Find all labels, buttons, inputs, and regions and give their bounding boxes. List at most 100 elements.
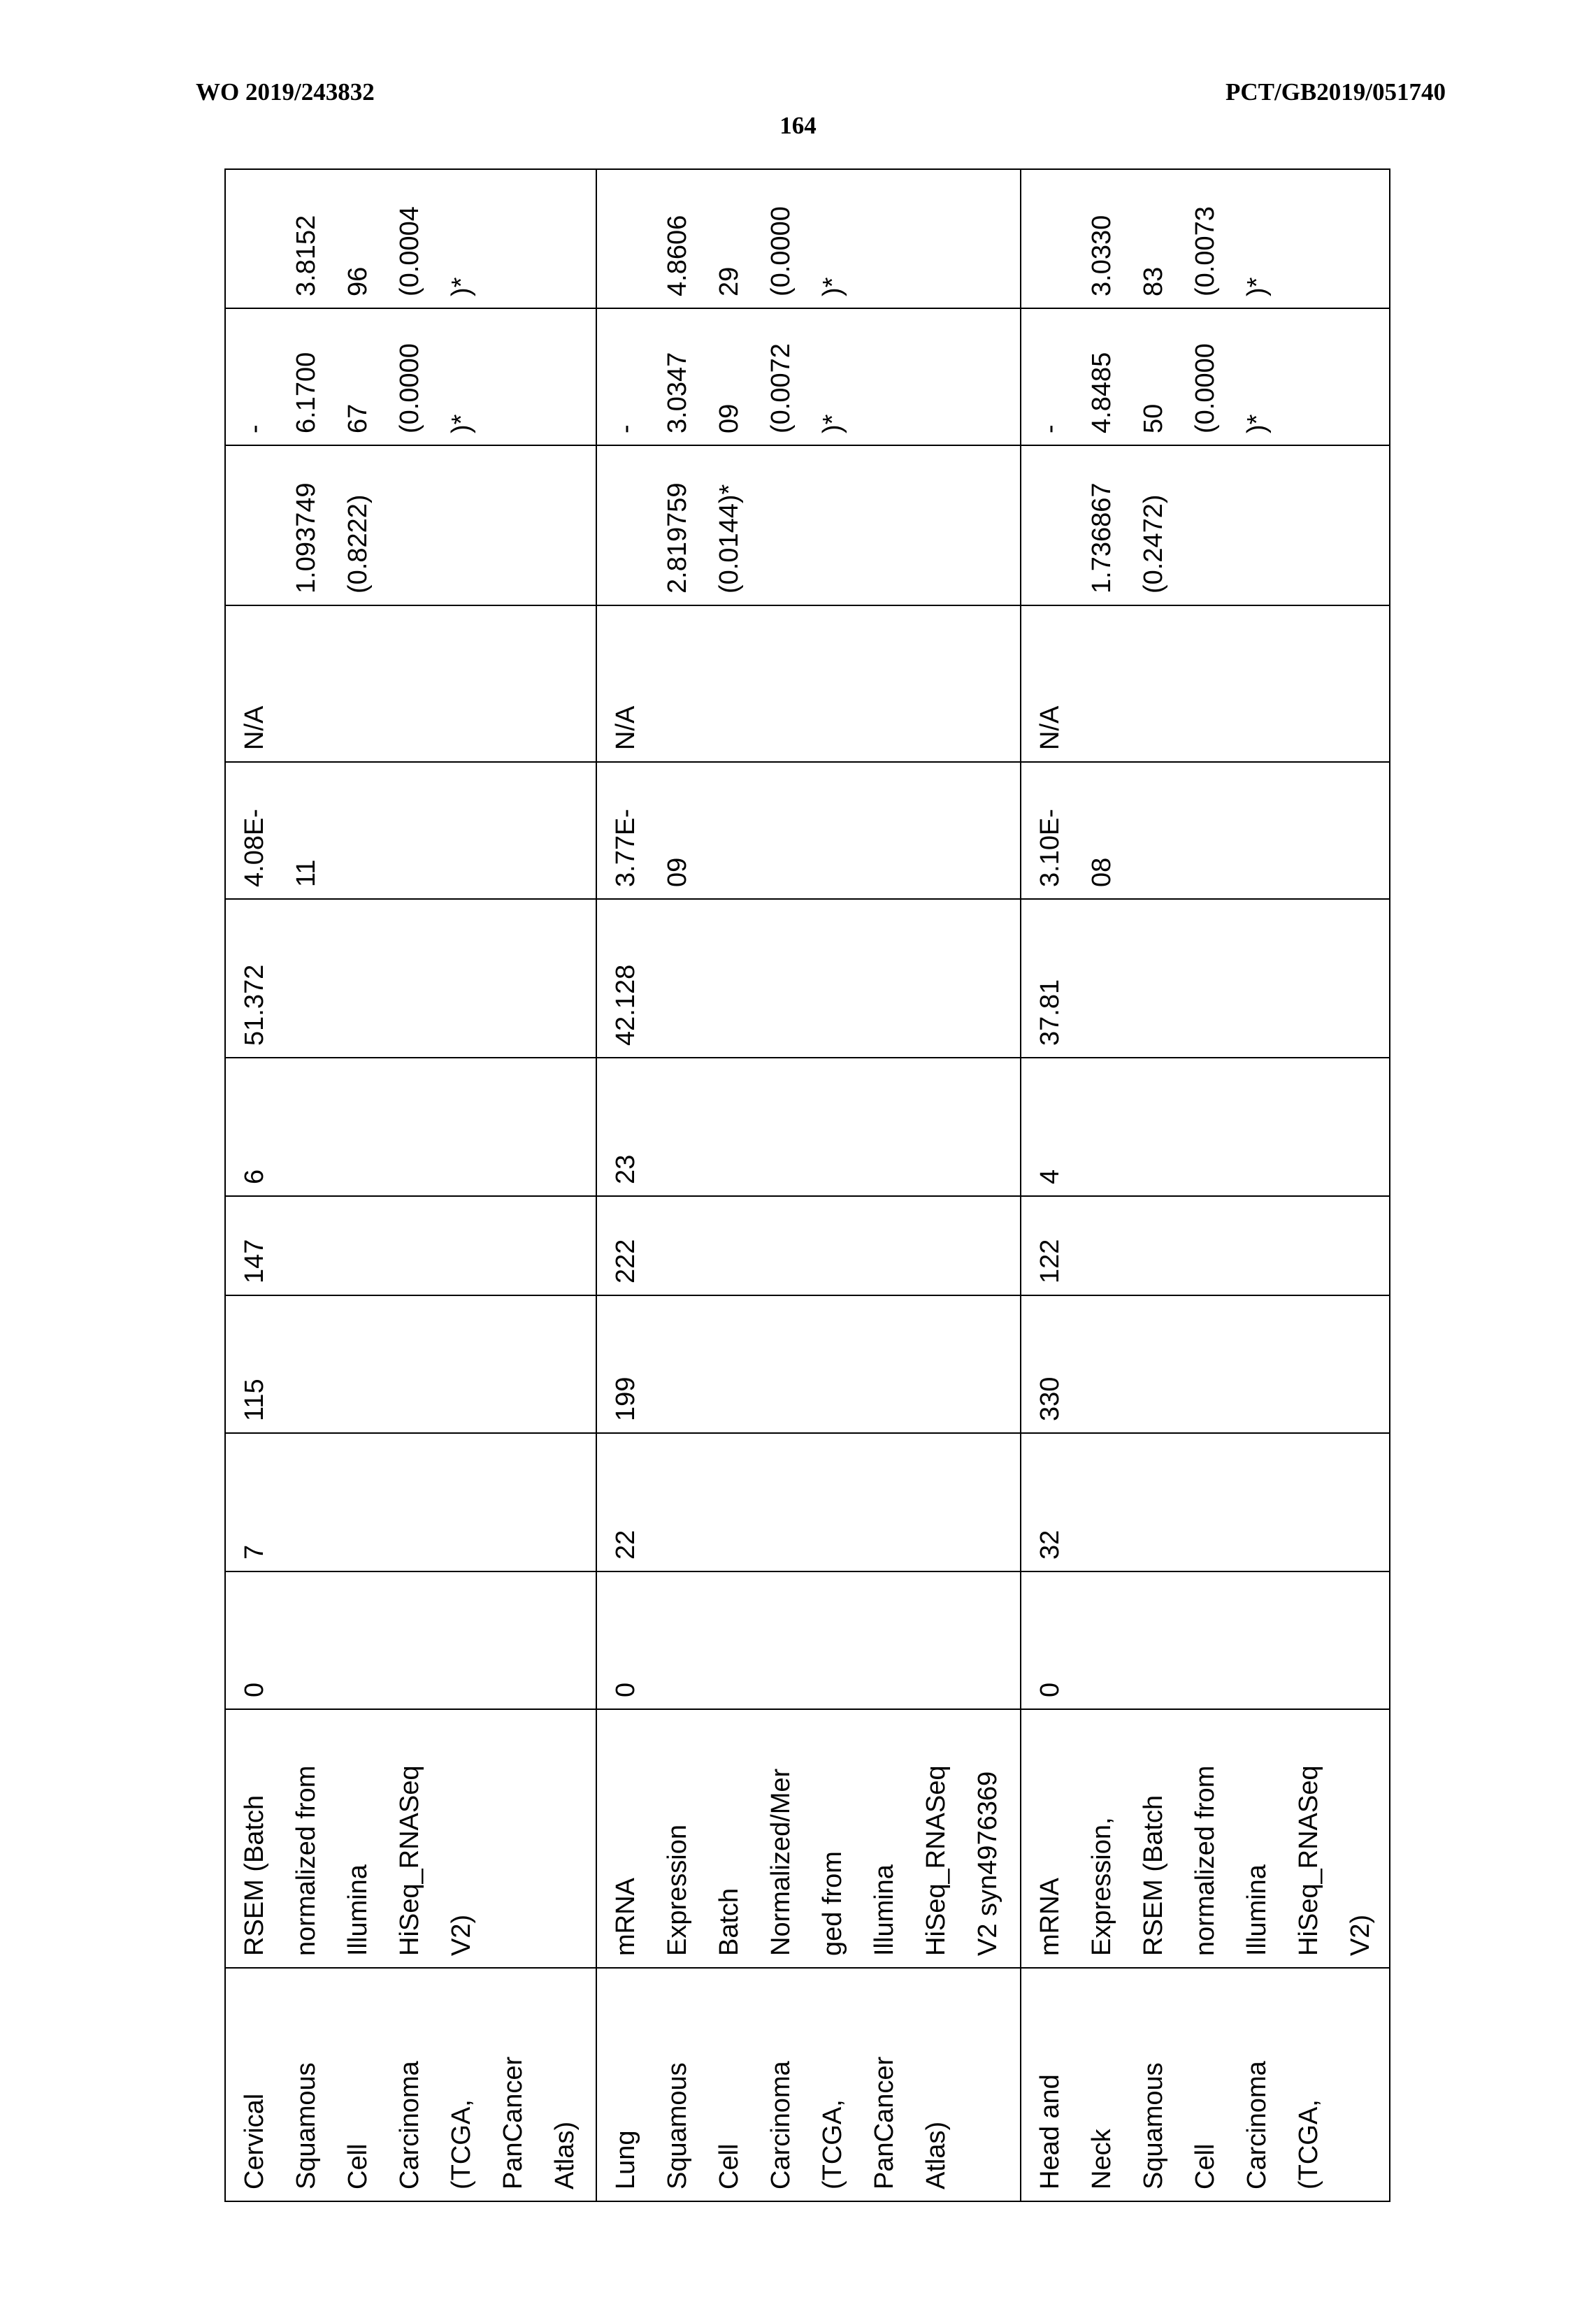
- table-cell: mRNAExpression,RSEM (Batchnormalized fro…: [1021, 1709, 1390, 1968]
- table-cell: 199: [596, 1295, 1021, 1433]
- table-cell: -3.034709(0.0072)*: [596, 308, 1021, 445]
- rotated-table-container: CervicalSquamousCellCarcinoma(TCGA,PanCa…: [224, 170, 1389, 2202]
- cell-line: Normalized/Mer: [755, 1721, 807, 1956]
- cell-line: 29: [703, 181, 755, 296]
- cell-line: N/A: [600, 617, 652, 750]
- cell-line: V2 syn4976369: [962, 1721, 1014, 1956]
- cell-line: 42.128: [600, 911, 652, 1046]
- publication-number: WO 2019/243832: [196, 78, 375, 106]
- cell-line: 23: [600, 1070, 652, 1184]
- cell-line: HiSeq_RNASeq: [1283, 1721, 1335, 1956]
- cell-line: 122: [1024, 1208, 1076, 1283]
- table-cell: mRNAExpressionBatchNormalized/Merged fro…: [596, 1709, 1021, 1968]
- cell-line: 3.10E-: [1024, 774, 1076, 887]
- cell-line: Squamous: [652, 1980, 703, 2189]
- cell-line: Cell: [1179, 1980, 1231, 2189]
- cell-line: RSEM (Batch: [1128, 1721, 1179, 1956]
- table-cell: CervicalSquamousCellCarcinoma(TCGA,PanCa…: [225, 1968, 596, 2201]
- table-cell: 32: [1021, 1433, 1390, 1571]
- table-cell: -6.170067(0.0000)*: [225, 308, 596, 445]
- cell-line: 37.81: [1024, 911, 1076, 1046]
- cell-line: normalized from: [1179, 1721, 1231, 1956]
- table-row: LungSquamousCellCarcinoma(TCGA,PanCancer…: [596, 169, 1021, 2201]
- cell-line: (TCGA,: [436, 1980, 487, 2189]
- cell-line: (0.0000: [755, 181, 807, 296]
- cell-line: Carcinoma: [384, 1980, 436, 2189]
- table-cell: RSEM (Batchnormalized fromIlluminaHiSeq_…: [225, 1709, 596, 1968]
- cell-line: 51.372: [229, 911, 280, 1046]
- cell-line: 50: [1128, 320, 1179, 433]
- cell-line: [1024, 457, 1076, 594]
- table-cell: 1.093749(0.8222): [225, 445, 596, 605]
- cell-line: 08: [1076, 774, 1128, 887]
- cell-line: -: [229, 320, 280, 433]
- table-cell: 3.77E-09: [596, 762, 1021, 899]
- cell-line: 3.0330: [1076, 181, 1128, 296]
- cell-line: 2.819759: [652, 457, 703, 594]
- cell-line: 115: [229, 1307, 280, 1421]
- cell-line: (TCGA,: [807, 1980, 858, 2189]
- table-cell: 37.81: [1021, 899, 1390, 1058]
- cell-line: Illumina: [858, 1721, 910, 1956]
- table-cell: 22: [596, 1433, 1021, 1571]
- cell-line: (0.0144)*: [703, 457, 755, 594]
- cell-line: )*: [436, 181, 487, 296]
- cell-line: Head and: [1024, 1980, 1076, 2189]
- cell-line: Squamous: [1128, 1980, 1179, 2189]
- cell-line: RSEM (Batch: [229, 1721, 280, 1956]
- cell-line: 330: [1024, 1307, 1076, 1421]
- table-cell: 4: [1021, 1058, 1390, 1196]
- cell-line: (0.0072: [755, 320, 807, 433]
- cell-line: normalized from: [280, 1721, 332, 1956]
- table-cell: 2.819759(0.0144)*: [596, 445, 1021, 605]
- cell-line: Illumina: [332, 1721, 384, 1956]
- cell-line: V2): [436, 1721, 487, 1956]
- cell-line: (0.8222): [332, 457, 384, 594]
- cell-line: Illumina: [1231, 1721, 1283, 1956]
- cell-line: -: [600, 320, 652, 433]
- table-cell: 122: [1021, 1196, 1390, 1295]
- table-cell: 4.08E-11: [225, 762, 596, 899]
- cell-line: PanCancer: [487, 1980, 539, 2189]
- cell-line: HiSeq_RNASeq: [384, 1721, 436, 1956]
- cell-line: )*: [436, 320, 487, 433]
- cell-line: (0.0004: [384, 181, 436, 296]
- table-cell: 6: [225, 1058, 596, 1196]
- cell-line: Cell: [703, 1980, 755, 2189]
- cell-line: Cervical: [229, 1980, 280, 2189]
- cell-line: Expression: [652, 1721, 703, 1956]
- cell-line: 67: [332, 320, 384, 433]
- cell-line: 199: [600, 1307, 652, 1421]
- cell-line: 6: [229, 1070, 280, 1184]
- cell-line: N/A: [1024, 617, 1076, 750]
- cell-line: 7: [229, 1445, 280, 1560]
- table-cell: 222: [596, 1196, 1021, 1295]
- cell-line: [600, 457, 652, 594]
- cell-line: N/A: [229, 617, 280, 750]
- cell-line: PanCancer: [858, 1980, 910, 2189]
- cell-line: 0: [229, 1583, 280, 1697]
- table-cell: 3.815296(0.0004)*: [225, 169, 596, 308]
- table-cell: 3.10E-08: [1021, 762, 1390, 899]
- table-cell: 147: [225, 1196, 596, 1295]
- table-cell: N/A: [225, 605, 596, 762]
- cell-line: 09: [652, 774, 703, 887]
- page-number: 164: [0, 112, 1596, 140]
- cell-line: 4.8606: [652, 181, 703, 296]
- cell-line: mRNA: [1024, 1721, 1076, 1956]
- cell-line: 83: [1128, 181, 1179, 296]
- cell-line: HiSeq_RNASeq: [910, 1721, 962, 1956]
- cell-line: )*: [807, 181, 858, 296]
- cell-line: 0: [600, 1583, 652, 1697]
- cell-line: 1.093749: [280, 457, 332, 594]
- cell-line: 222: [600, 1208, 652, 1283]
- cell-line: [600, 181, 652, 296]
- table-row: Head andNeckSquamousCellCarcinoma(TCGA,m…: [1021, 169, 1390, 2201]
- cell-line: )*: [1231, 181, 1283, 296]
- table-cell: 3.033083(0.0073)*: [1021, 169, 1390, 308]
- cell-line: 4.08E-: [229, 774, 280, 887]
- cell-line: Atlas): [910, 1980, 962, 2189]
- cell-line: Carcinoma: [1231, 1980, 1283, 2189]
- application-number: PCT/GB2019/051740: [1225, 78, 1446, 106]
- table-cell: 330: [1021, 1295, 1390, 1433]
